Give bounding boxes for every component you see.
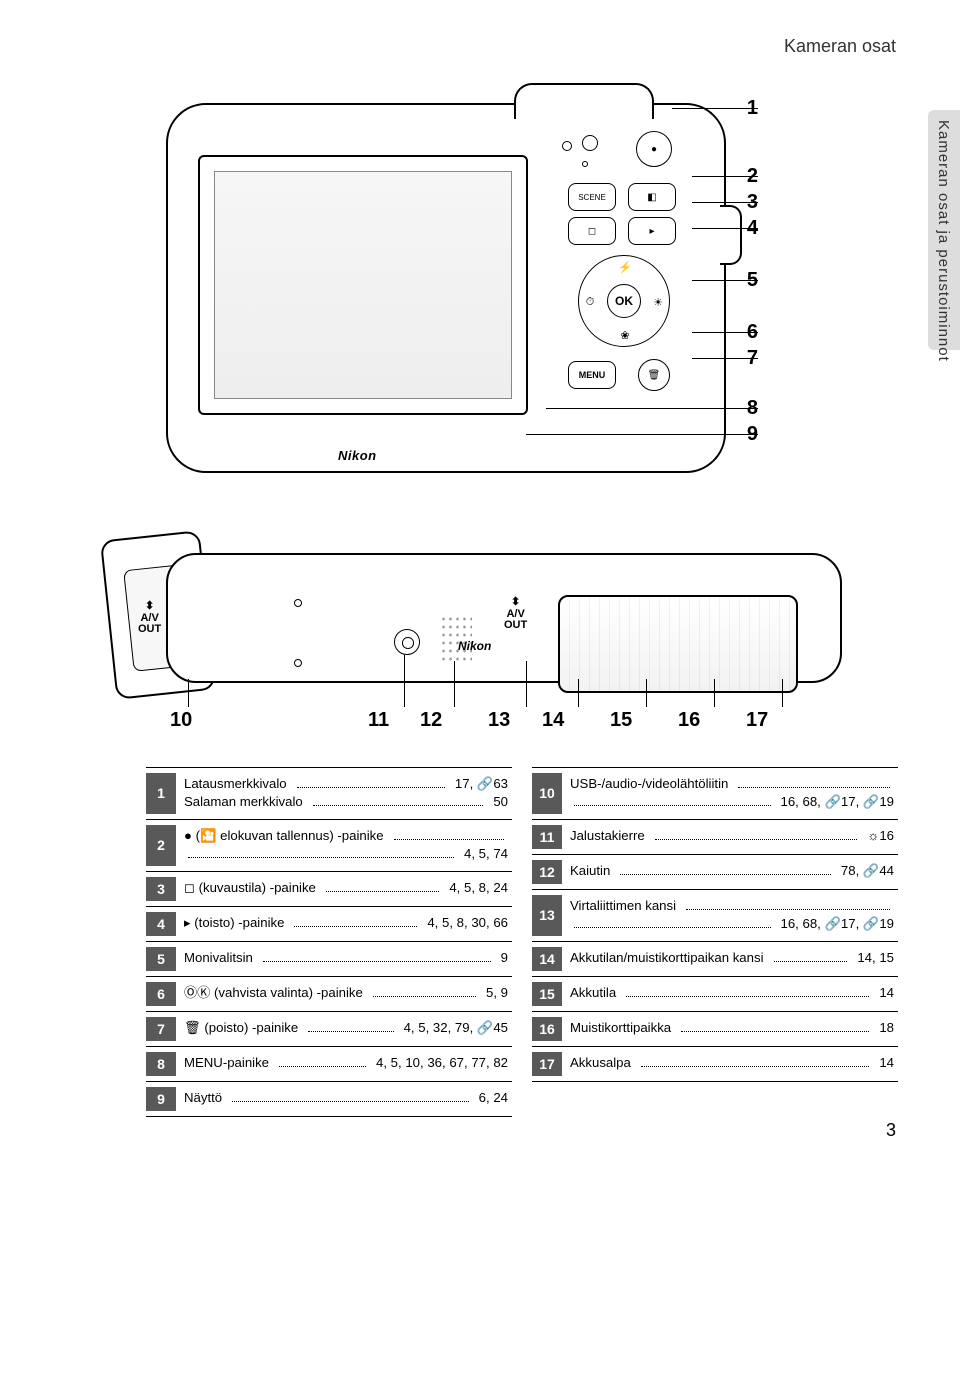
legend-row: 13Virtaliittimen kansi16, 68, 🔗17, 🔗19 <box>532 889 898 941</box>
mode-button: ◧ <box>628 183 676 211</box>
legend-desc: ◻ (kuvaustila) -painike4, 5, 8, 24 <box>176 877 512 899</box>
lcd-screen <box>198 155 528 415</box>
legend-number: 14 <box>532 947 562 971</box>
callout-13: 13 <box>488 709 510 732</box>
legend-desc: ⓄⓀ (vahvista valinta) -painike5, 9 <box>176 982 512 1004</box>
movie-record-button: ● <box>636 131 672 167</box>
battery-door <box>558 595 798 693</box>
legend-row: 10USB-/audio-/videolähtöliitin16, 68, 🔗1… <box>532 767 898 819</box>
legend-desc: Akkutila14 <box>562 982 898 1004</box>
legend-desc: 🗑 (poisto) -painike4, 5, 32, 79, 🔗45 <box>176 1017 512 1039</box>
legend-row: 7🗑 (poisto) -painike4, 5, 32, 79, 🔗45 <box>146 1011 512 1046</box>
legend-row: 2● (🎦 elokuvan tallennus) -painike4, 5, … <box>146 819 512 871</box>
rear-view-diagram: Nikon ● SCENE ◧ ◻ ▸ ⚡ ⏱ ☀ ❀ OK MENU <box>146 73 886 503</box>
legend-desc: Näyttö6, 24 <box>176 1087 512 1109</box>
legend-number: 4 <box>146 912 176 936</box>
legend-desc: MENU-painike4, 5, 10, 36, 67, 77, 82 <box>176 1052 512 1074</box>
legend-row: 16Muistikorttipaikka18 <box>532 1011 898 1046</box>
legend-desc: Monivalitsin9 <box>176 947 512 969</box>
legend-row: 6ⓄⓀ (vahvista valinta) -painike5, 9 <box>146 976 512 1011</box>
legend-number: 12 <box>532 860 562 884</box>
legend-number: 2 <box>146 825 176 866</box>
ok-button: OK <box>607 284 641 318</box>
legend-desc: Latausmerkkivalo17, 🔗63Salaman merkkival… <box>176 773 512 814</box>
legend-row: 9Näyttö6, 24 <box>146 1081 512 1117</box>
legend-row: 11Jalustakierre☼16 <box>532 819 898 854</box>
shooting-mode-button: ◻ <box>568 217 616 245</box>
legend-row: 17Akkusalpa14 <box>532 1046 898 1082</box>
legend-desc: Akkutilan/muistikorttipaikan kansi14, 15 <box>562 947 898 969</box>
menu-button: MENU <box>568 361 616 389</box>
legend-row: 3◻ (kuvaustila) -painike4, 5, 8, 24 <box>146 871 512 906</box>
av-out-label-left: ⬍A/VOUT <box>138 601 161 636</box>
legend-row: 15Akkutila14 <box>532 976 898 1011</box>
legend-number: 5 <box>146 947 176 971</box>
callout-10: 10 <box>170 709 192 732</box>
legend-number: 17 <box>532 1052 562 1076</box>
page-number: 3 <box>886 1120 896 1141</box>
brand-label: Nikon <box>338 448 377 463</box>
legend-desc: Virtaliittimen kansi16, 68, 🔗17, 🔗19 <box>562 895 898 936</box>
multi-selector: ⚡ ⏱ ☀ ❀ OK <box>578 255 670 347</box>
callout-14: 14 <box>542 709 564 732</box>
legend-number: 3 <box>146 877 176 901</box>
brand-label-bottom: Nikon <box>458 639 491 653</box>
bottom-view-diagram: ⬍A/VOUT Nikon ⬍A/VOUT 10 11 12 13 14 15 16 17 <box>146 529 886 749</box>
page-title: Kameran osat <box>146 36 896 57</box>
scene-button: SCENE <box>568 183 616 211</box>
legend-tables: 1Latausmerkkivalo17, 🔗63Salaman merkkiva… <box>146 767 898 1117</box>
legend-row: 4▸ (toisto) -painike4, 5, 8, 30, 66 <box>146 906 512 941</box>
legend-number: 9 <box>146 1087 176 1111</box>
legend-desc: Akkusalpa14 <box>562 1052 898 1074</box>
callout-17: 17 <box>746 709 768 732</box>
legend-number: 11 <box>532 825 562 849</box>
legend-number: 16 <box>532 1017 562 1041</box>
legend-row: 14Akkutilan/muistikorttipaikan kansi14, … <box>532 941 898 976</box>
legend-desc: ● (🎦 elokuvan tallennus) -painike4, 5, 7… <box>176 825 512 866</box>
callout-12: 12 <box>420 709 442 732</box>
delete-button: 🗑 <box>638 359 670 391</box>
callout-16: 16 <box>678 709 700 732</box>
legend-number: 15 <box>532 982 562 1006</box>
legend-desc: USB-/audio-/videolähtöliitin16, 68, 🔗17,… <box>562 773 898 814</box>
legend-number: 10 <box>532 773 562 814</box>
legend-number: 7 <box>146 1017 176 1041</box>
legend-number: 8 <box>146 1052 176 1076</box>
legend-desc: Jalustakierre☼16 <box>562 825 898 847</box>
flash-led <box>582 135 598 151</box>
legend-row: 5Monivalitsin9 <box>146 941 512 976</box>
callout-11: 11 <box>368 709 389 732</box>
legend-right-column: 10USB-/audio-/videolähtöliitin16, 68, 🔗1… <box>532 767 898 1117</box>
legend-number: 6 <box>146 982 176 1006</box>
charge-led <box>562 141 572 151</box>
legend-desc: ▸ (toisto) -painike4, 5, 8, 30, 66 <box>176 912 512 934</box>
playback-button: ▸ <box>628 217 676 245</box>
callout-15: 15 <box>610 709 632 732</box>
legend-left-column: 1Latausmerkkivalo17, 🔗63Salaman merkkiva… <box>146 767 512 1117</box>
camera-bottom-outline: Nikon ⬍A/VOUT <box>166 553 842 683</box>
legend-row: 12Kaiutin78, 🔗44 <box>532 854 898 889</box>
legend-desc: Muistikorttipaikka18 <box>562 1017 898 1039</box>
legend-number: 1 <box>146 773 176 814</box>
av-out-label: ⬍A/VOUT <box>504 597 527 632</box>
tripod-socket <box>394 629 420 655</box>
side-tab-text: Kameran osat ja perustoiminnot <box>935 120 952 362</box>
legend-row: 1Latausmerkkivalo17, 🔗63Salaman merkkiva… <box>146 767 512 819</box>
legend-number: 13 <box>532 895 562 936</box>
legend-desc: Kaiutin78, 🔗44 <box>562 860 898 882</box>
camera-outline: Nikon ● SCENE ◧ ◻ ▸ ⚡ ⏱ ☀ ❀ OK MENU <box>166 103 726 473</box>
legend-row: 8MENU-painike4, 5, 10, 36, 67, 77, 82 <box>146 1046 512 1081</box>
